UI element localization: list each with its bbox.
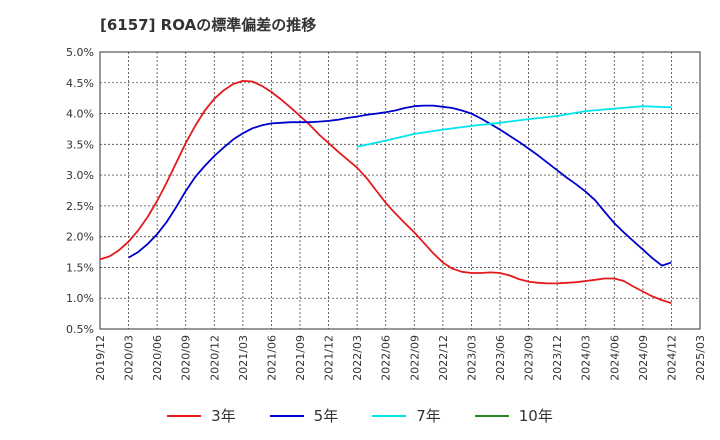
x-tick-label: 2020/09 bbox=[180, 335, 193, 381]
x-tick-label: 2020/03 bbox=[123, 335, 136, 381]
y-tick-label: 5.0% bbox=[66, 46, 94, 59]
legend-item: 7年 bbox=[372, 405, 441, 426]
y-tick-label: 2.0% bbox=[66, 231, 94, 244]
x-tick-label: 2024/06 bbox=[608, 335, 621, 381]
x-tick-label: 2025/03 bbox=[694, 335, 707, 381]
plot-area bbox=[99, 51, 701, 330]
legend-item: 3年 bbox=[167, 405, 236, 426]
x-tick-label: 2020/06 bbox=[151, 335, 164, 381]
x-tick-label: 2023/06 bbox=[494, 335, 507, 381]
x-tick-label: 2021/06 bbox=[265, 335, 278, 381]
x-tick-label: 2021/12 bbox=[323, 335, 336, 381]
y-tick-label: 1.0% bbox=[66, 292, 94, 305]
legend-label: 5年 bbox=[313, 407, 339, 425]
x-tick-label: 2023/03 bbox=[465, 335, 478, 381]
x-tick-label: 2023/12 bbox=[551, 335, 564, 381]
y-tick-label: 0.5% bbox=[66, 323, 94, 336]
x-tick-label: 2021/03 bbox=[237, 335, 250, 381]
legend-label: 10年 bbox=[518, 407, 553, 425]
x-tick-label: 2022/12 bbox=[437, 335, 450, 381]
chart-legend: 3年 5年 7年 10年 bbox=[0, 405, 720, 426]
legend-item: 5年 bbox=[269, 405, 339, 426]
x-tick-label: 2024/09 bbox=[637, 335, 650, 381]
x-tick-label: 2024/12 bbox=[665, 335, 678, 381]
x-tick-label: 2024/03 bbox=[580, 335, 593, 381]
x-tick-label: 2022/09 bbox=[408, 335, 421, 381]
x-tick-label: 2021/09 bbox=[294, 335, 307, 381]
legend-item: 10年 bbox=[474, 405, 553, 426]
series-line-7年 bbox=[356, 105, 672, 148]
x-tick-label: 2023/09 bbox=[523, 335, 536, 381]
y-tick-label: 3.0% bbox=[66, 169, 94, 182]
y-tick-label: 2.5% bbox=[66, 200, 94, 213]
legend-swatch bbox=[167, 414, 202, 417]
x-tick-label: 2022/06 bbox=[380, 335, 393, 381]
chart-title: [6157] ROAの標準偏差の推移 bbox=[100, 16, 317, 34]
y-tick-label: 4.5% bbox=[66, 77, 94, 90]
legend-swatch bbox=[474, 414, 509, 417]
series-line-3年 bbox=[99, 80, 672, 304]
x-tick-label: 2020/12 bbox=[208, 335, 221, 381]
legend-label: 7年 bbox=[416, 407, 441, 425]
legend-swatch bbox=[372, 414, 407, 417]
series-line-5年 bbox=[128, 104, 672, 267]
y-tick-label: 3.5% bbox=[66, 138, 94, 151]
x-tick-label: 2019/12 bbox=[94, 335, 107, 381]
y-tick-label: 4.0% bbox=[66, 108, 94, 121]
legend-label: 3年 bbox=[211, 407, 236, 425]
x-tick-label: 2022/03 bbox=[351, 335, 364, 381]
y-tick-label: 1.5% bbox=[66, 261, 94, 274]
legend-swatch bbox=[269, 414, 304, 417]
